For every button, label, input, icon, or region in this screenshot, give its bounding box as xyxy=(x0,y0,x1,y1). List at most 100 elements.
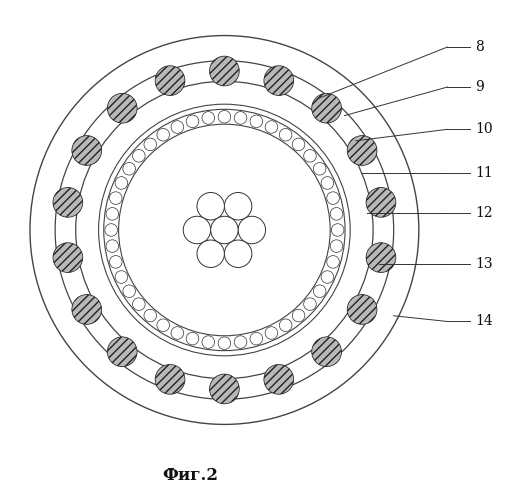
Circle shape xyxy=(107,337,137,366)
Circle shape xyxy=(105,224,117,236)
Circle shape xyxy=(157,128,169,141)
Circle shape xyxy=(346,136,376,166)
Circle shape xyxy=(144,138,156,150)
Circle shape xyxy=(132,298,145,310)
Circle shape xyxy=(330,240,342,252)
Circle shape xyxy=(331,224,343,236)
Circle shape xyxy=(303,150,316,162)
Circle shape xyxy=(107,94,137,123)
Circle shape xyxy=(346,294,376,324)
Circle shape xyxy=(123,285,135,298)
Circle shape xyxy=(123,162,135,175)
Circle shape xyxy=(262,218,287,242)
Circle shape xyxy=(157,319,169,332)
Circle shape xyxy=(218,110,230,123)
Circle shape xyxy=(234,336,246,348)
Text: Фиг.2: Фиг.2 xyxy=(162,468,218,484)
Circle shape xyxy=(236,174,262,199)
Circle shape xyxy=(249,115,262,128)
Circle shape xyxy=(164,170,191,197)
Circle shape xyxy=(218,337,230,349)
Circle shape xyxy=(186,332,198,345)
Circle shape xyxy=(76,82,372,378)
Circle shape xyxy=(196,240,224,268)
Circle shape xyxy=(193,280,221,308)
Text: 10: 10 xyxy=(474,122,491,136)
Circle shape xyxy=(209,56,239,86)
Circle shape xyxy=(209,374,239,404)
Circle shape xyxy=(234,112,246,124)
Circle shape xyxy=(168,192,193,218)
Circle shape xyxy=(186,174,212,199)
Circle shape xyxy=(227,152,255,180)
Text: 9: 9 xyxy=(474,80,483,94)
Circle shape xyxy=(321,270,333,283)
Circle shape xyxy=(255,192,280,218)
Text: 14: 14 xyxy=(474,314,492,328)
Text: 8: 8 xyxy=(474,40,483,54)
Circle shape xyxy=(249,332,262,345)
Circle shape xyxy=(264,364,293,394)
Circle shape xyxy=(274,234,301,261)
Text: 11: 11 xyxy=(474,166,492,180)
Circle shape xyxy=(132,150,145,162)
Circle shape xyxy=(106,240,118,252)
Circle shape xyxy=(98,104,349,356)
Circle shape xyxy=(118,124,330,336)
Circle shape xyxy=(224,240,251,268)
Circle shape xyxy=(53,242,82,272)
Circle shape xyxy=(146,234,174,261)
Circle shape xyxy=(313,162,325,175)
Circle shape xyxy=(109,192,122,204)
Circle shape xyxy=(224,192,251,220)
Circle shape xyxy=(257,263,284,290)
Circle shape xyxy=(326,192,339,204)
Circle shape xyxy=(155,66,184,96)
Circle shape xyxy=(30,36,418,424)
Circle shape xyxy=(264,66,293,96)
Circle shape xyxy=(72,294,102,324)
Circle shape xyxy=(366,188,395,217)
Circle shape xyxy=(186,115,198,128)
Circle shape xyxy=(210,216,238,244)
Circle shape xyxy=(311,94,341,123)
Circle shape xyxy=(321,176,333,189)
Circle shape xyxy=(183,216,210,244)
Circle shape xyxy=(212,167,236,192)
Text: 12: 12 xyxy=(474,206,491,220)
Circle shape xyxy=(311,337,341,366)
Circle shape xyxy=(257,170,284,197)
Circle shape xyxy=(212,268,236,293)
Circle shape xyxy=(196,192,224,220)
Circle shape xyxy=(236,261,262,286)
Circle shape xyxy=(53,188,82,217)
Circle shape xyxy=(238,216,265,244)
Circle shape xyxy=(279,128,291,141)
Circle shape xyxy=(155,364,184,394)
Circle shape xyxy=(168,242,193,268)
Circle shape xyxy=(55,60,393,400)
Circle shape xyxy=(171,326,183,340)
Circle shape xyxy=(366,242,395,272)
Circle shape xyxy=(274,199,301,226)
Circle shape xyxy=(265,120,277,134)
Circle shape xyxy=(193,152,221,180)
Circle shape xyxy=(164,263,191,290)
Circle shape xyxy=(255,242,280,268)
Circle shape xyxy=(72,136,102,166)
Circle shape xyxy=(144,310,156,322)
Circle shape xyxy=(326,256,339,268)
Circle shape xyxy=(313,285,325,298)
Circle shape xyxy=(292,138,304,150)
Circle shape xyxy=(171,120,183,134)
Circle shape xyxy=(303,298,316,310)
Circle shape xyxy=(161,218,186,242)
Circle shape xyxy=(115,176,127,189)
Circle shape xyxy=(115,270,127,283)
Text: 13: 13 xyxy=(474,258,491,272)
Circle shape xyxy=(146,199,174,226)
Circle shape xyxy=(201,112,214,124)
Circle shape xyxy=(106,208,118,220)
Circle shape xyxy=(186,261,212,286)
Circle shape xyxy=(279,319,291,332)
